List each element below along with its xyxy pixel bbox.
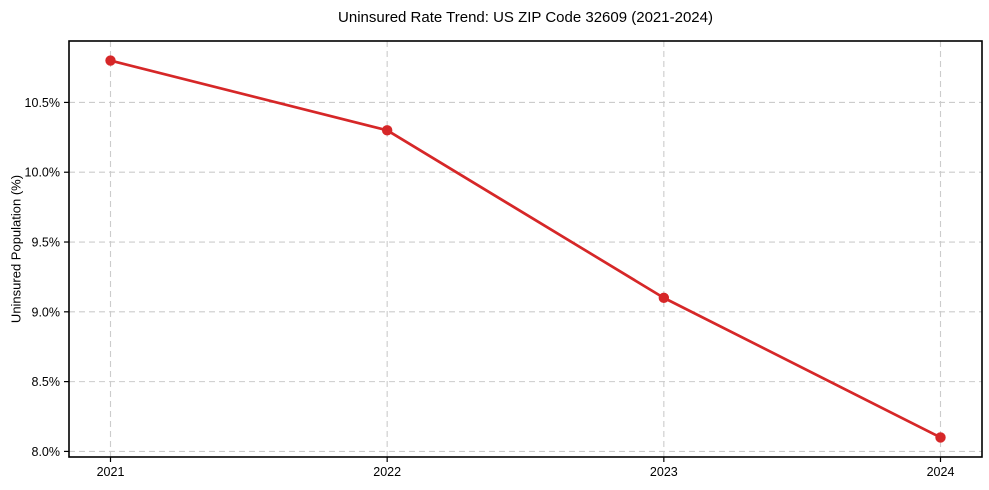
data-point (105, 55, 116, 66)
x-tick-label: 2021 (97, 465, 125, 479)
x-tick-label: 2023 (650, 465, 678, 479)
y-axis-label: Uninsured Population (%) (8, 174, 24, 324)
data-point (381, 125, 393, 136)
plot-border (68, 40, 983, 458)
x-tick-label: 2024 (927, 465, 955, 479)
y-tick-label: 8.0% (32, 445, 61, 459)
data-point (658, 292, 670, 304)
y-tick-label: 10.0% (25, 166, 60, 180)
y-tick-label: 10.5% (25, 96, 60, 110)
data-point (935, 432, 946, 443)
x-tick-label: 2022 (373, 465, 401, 479)
y-tick-label: 8.5% (32, 375, 61, 389)
data-line (109, 59, 942, 439)
y-tick-label: 9.0% (32, 305, 61, 319)
chart-title: Uninsured Rate Trend: US ZIP Code 32609 … (338, 9, 713, 26)
y-tick-label: 9.5% (32, 236, 61, 250)
